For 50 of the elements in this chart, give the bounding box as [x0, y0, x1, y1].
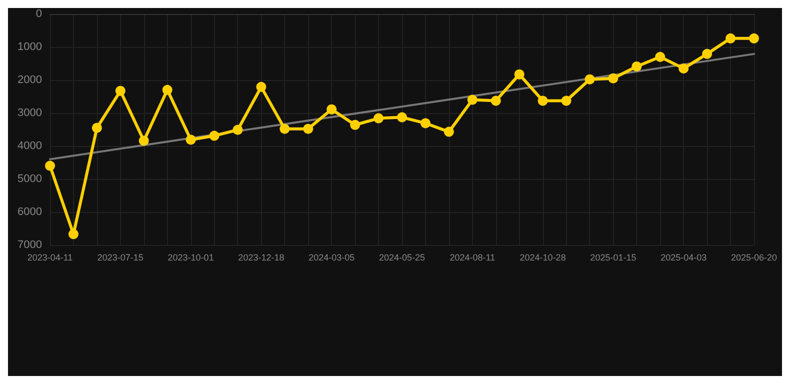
point	[678, 63, 689, 74]
point	[280, 124, 290, 134]
point	[115, 86, 126, 96]
point	[467, 94, 478, 105]
x-tick-label: 2024-08-11	[450, 252, 496, 262]
x-tick-label: 2023-07-15	[97, 252, 144, 262]
point	[655, 52, 666, 62]
x-tick-label: 2024-05-25	[378, 252, 426, 262]
point	[514, 69, 524, 80]
point	[584, 74, 595, 84]
point	[538, 96, 548, 106]
y-tick-label: 6000	[18, 206, 42, 218]
point	[45, 160, 55, 171]
x-tick-label: 2025-01-15	[590, 252, 636, 262]
x-tick-label: 2024-03-05	[308, 252, 355, 262]
point	[702, 48, 712, 59]
point	[303, 124, 314, 134]
point	[209, 130, 220, 141]
x-tick-label: 2025-06-20	[730, 252, 778, 262]
point	[420, 118, 430, 128]
x-tick-label: 2023-10-01	[168, 252, 214, 262]
y-tick-label: 0	[36, 8, 42, 20]
point	[749, 33, 759, 44]
point	[490, 96, 501, 106]
point	[561, 96, 572, 106]
point	[444, 126, 454, 137]
point	[608, 73, 618, 84]
y-tick-label: 5000	[18, 173, 42, 185]
point	[186, 134, 196, 145]
y-tick-label: 2000	[18, 74, 42, 86]
y-tick-label: 3000	[18, 107, 42, 119]
point	[632, 61, 642, 72]
point	[256, 82, 266, 92]
point	[726, 33, 736, 44]
point	[68, 229, 78, 240]
x-tick-label: 2023-12-18	[238, 252, 284, 262]
point	[350, 120, 360, 130]
point	[397, 112, 407, 122]
y-tick-label: 4000	[18, 140, 42, 152]
y-tick-label: 1000	[18, 41, 42, 53]
point	[374, 113, 384, 124]
point	[92, 122, 102, 133]
point	[138, 136, 149, 146]
x-tick-label: 2025-04-03	[660, 252, 707, 262]
point	[326, 104, 337, 114]
y-tick-label: 7000	[18, 239, 42, 251]
point	[232, 124, 243, 135]
point	[162, 84, 172, 95]
x-tick-label: 2024-10-28	[520, 252, 566, 262]
x-tick-label: 2023-04-11	[27, 252, 73, 262]
